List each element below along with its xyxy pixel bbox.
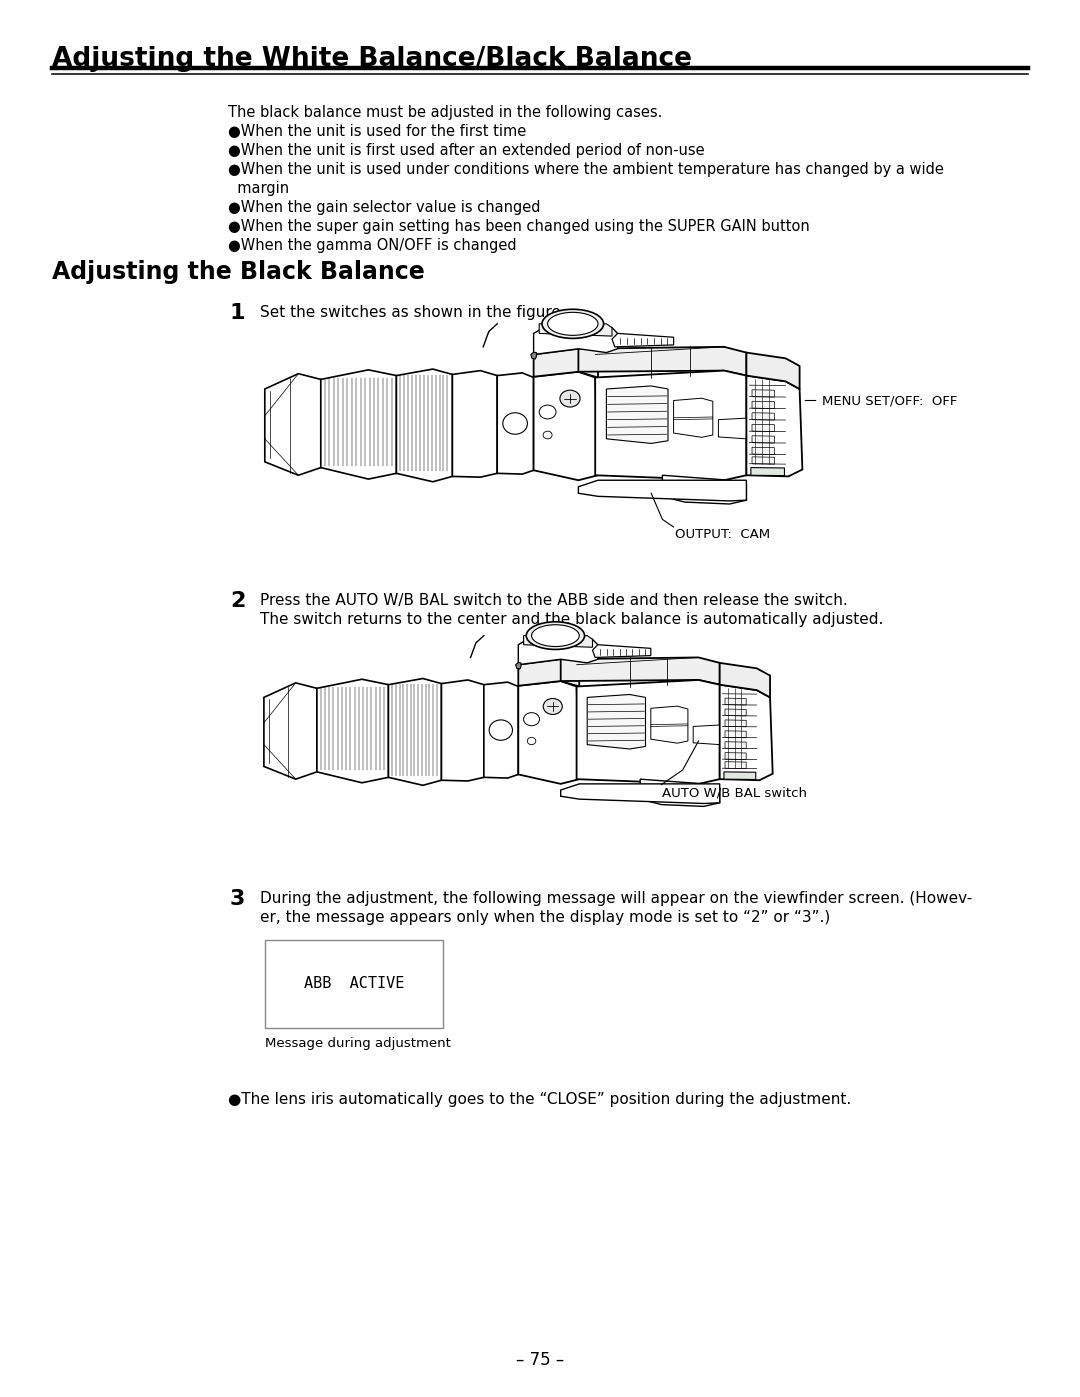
Polygon shape [530,352,537,359]
Polygon shape [518,682,579,784]
Text: ●When the unit is used under conditions where the ambient temperature has change: ●When the unit is used under conditions … [228,162,944,177]
Text: Press the AUTO W/B BAL switch to the ABB side and then release the switch.: Press the AUTO W/B BAL switch to the ABB… [260,592,848,608]
Polygon shape [561,784,719,803]
Text: 2: 2 [230,591,245,610]
Polygon shape [725,761,746,768]
Polygon shape [579,481,746,502]
Ellipse shape [542,309,604,338]
Polygon shape [534,349,598,377]
Polygon shape [593,645,651,658]
Polygon shape [719,685,772,781]
Ellipse shape [548,313,598,335]
Ellipse shape [527,738,536,745]
Ellipse shape [526,622,584,650]
Polygon shape [316,679,389,782]
Polygon shape [725,719,746,726]
Polygon shape [524,636,593,647]
Polygon shape [725,698,746,705]
Polygon shape [693,725,719,745]
Text: ●When the super gain setting has been changed using the SUPER GAIN button: ●When the super gain setting has been ch… [228,219,810,235]
Polygon shape [662,475,746,504]
Polygon shape [719,664,770,697]
Polygon shape [651,705,688,743]
Ellipse shape [531,624,579,647]
Text: Set the switches as shown in the figure.: Set the switches as shown in the figure. [260,305,566,320]
Text: 3: 3 [230,888,245,909]
Polygon shape [396,369,453,482]
Polygon shape [746,352,799,388]
Polygon shape [752,447,774,454]
Polygon shape [577,680,719,784]
Text: AUTO W/B BAL switch: AUTO W/B BAL switch [662,787,808,799]
Polygon shape [518,636,598,665]
Polygon shape [752,457,774,464]
Polygon shape [752,412,774,420]
Polygon shape [752,425,774,432]
Text: During the adjustment, the following message will appear on the viewfinder scree: During the adjustment, the following mes… [260,891,972,907]
Polygon shape [725,742,746,749]
Polygon shape [518,659,579,686]
Polygon shape [534,324,618,355]
Text: ●When the unit is used for the first time: ●When the unit is used for the first tim… [228,124,526,138]
Polygon shape [612,334,674,346]
Ellipse shape [524,712,540,725]
Polygon shape [497,373,534,474]
Polygon shape [725,753,746,760]
Bar [265,940,443,1028]
Polygon shape [751,468,784,475]
Ellipse shape [539,405,556,419]
Polygon shape [746,376,802,476]
Polygon shape [442,680,484,781]
Polygon shape [752,390,774,397]
Ellipse shape [559,390,580,407]
Polygon shape [534,372,598,481]
Polygon shape [321,370,396,479]
Text: er, the message appears only when the display mode is set to “2” or “3”.): er, the message appears only when the di… [260,909,831,925]
Ellipse shape [503,412,527,434]
Polygon shape [579,346,746,376]
Ellipse shape [543,698,563,714]
Polygon shape [595,370,746,481]
Ellipse shape [543,432,552,439]
Polygon shape [674,398,713,437]
Text: Adjusting the White Balance/Black Balance: Adjusting the White Balance/Black Balanc… [52,46,692,73]
Text: Message during adjustment: Message during adjustment [265,1037,450,1051]
Text: ●When the gain selector value is changed: ●When the gain selector value is changed [228,200,540,215]
Text: ABB  ACTIVE: ABB ACTIVE [303,977,404,992]
Polygon shape [752,401,774,408]
Polygon shape [539,324,612,337]
Polygon shape [484,682,518,778]
Text: ●The lens iris automatically goes to the “CLOSE” position during the adjustment.: ●The lens iris automatically goes to the… [228,1092,851,1106]
Polygon shape [724,773,756,780]
Polygon shape [752,436,774,443]
Polygon shape [640,780,719,806]
Polygon shape [389,679,442,785]
Polygon shape [453,370,497,478]
Polygon shape [718,418,746,439]
Polygon shape [725,731,746,738]
Text: ●When the unit is first used after an extended period of non-use: ●When the unit is first used after an ex… [228,142,704,158]
Polygon shape [515,662,521,669]
Text: – 75 –: – 75 – [516,1351,564,1369]
Text: ●When the gamma ON/OFF is changed: ●When the gamma ON/OFF is changed [228,237,516,253]
Text: 1: 1 [230,303,245,323]
Text: MENU SET/OFF:  OFF: MENU SET/OFF: OFF [822,394,957,407]
Polygon shape [265,373,321,475]
Polygon shape [264,683,316,780]
Polygon shape [588,694,646,749]
Polygon shape [606,386,669,443]
Polygon shape [725,710,746,715]
Text: The black balance must be adjusted in the following cases.: The black balance must be adjusted in th… [228,105,662,120]
Text: The switch returns to the center and the black balance is automatically adjusted: The switch returns to the center and the… [260,612,883,627]
Ellipse shape [489,719,513,740]
Text: Adjusting the Black Balance: Adjusting the Black Balance [52,260,424,284]
Polygon shape [561,658,719,685]
Text: OUTPUT:  CAM: OUTPUT: CAM [675,528,770,541]
Text: margin: margin [228,182,289,196]
